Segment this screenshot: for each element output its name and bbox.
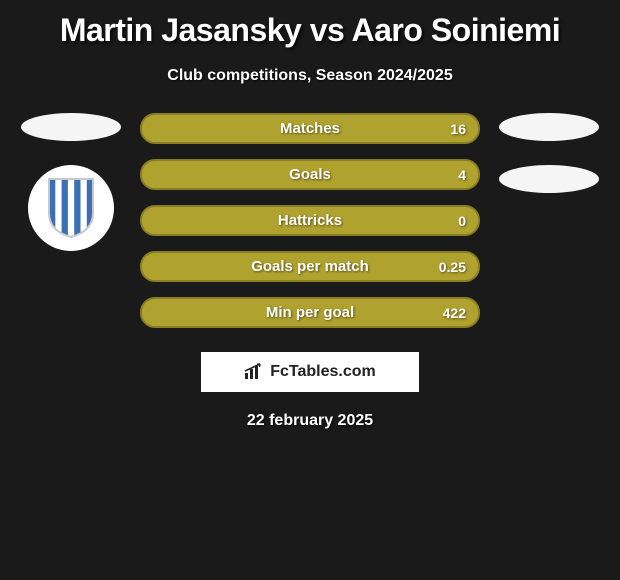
bars-icon	[244, 363, 264, 381]
stat-bar: Min per goal 422	[140, 297, 480, 328]
page-title: Martin Jasansky vs Aaro Soiniemi	[0, 0, 620, 49]
stat-label: Hattricks	[278, 212, 342, 229]
stat-value-right: 4	[458, 167, 466, 183]
right-player-col	[494, 113, 604, 193]
player-photo-placeholder-left	[21, 113, 121, 141]
stat-bar: Matches 16	[140, 113, 480, 144]
stat-bar: Goals per match 0.25	[140, 251, 480, 282]
stat-value-right: 0.25	[439, 259, 466, 275]
stat-label: Goals per match	[251, 258, 369, 275]
stat-label: Min per goal	[266, 304, 354, 321]
stat-value-right: 16	[450, 121, 466, 137]
stat-value-right: 0	[458, 213, 466, 229]
player-photo-placeholder-right-2	[499, 165, 599, 193]
comparison-row: Matches 16 Goals 4 Hattricks 0 Goals per match…	[0, 113, 620, 328]
stat-bar: Hattricks 0	[140, 205, 480, 236]
shield-icon	[45, 177, 97, 239]
player-photo-placeholder-right-1	[499, 113, 599, 141]
brand-badge: FcTables.com	[201, 352, 419, 392]
stat-value-right: 422	[443, 305, 466, 321]
stats-bars: Matches 16 Goals 4 Hattricks 0 Goals per match…	[140, 113, 480, 328]
stat-label: Matches	[280, 120, 340, 137]
brand-text: FcTables.com	[270, 363, 376, 381]
stat-bar: Goals 4	[140, 159, 480, 190]
left-player-col	[16, 113, 126, 251]
club-logo-left	[28, 165, 114, 251]
stat-label: Goals	[289, 166, 331, 183]
subtitle: Club competitions, Season 2024/2025	[0, 67, 620, 85]
date: 22 february 2025	[0, 412, 620, 430]
